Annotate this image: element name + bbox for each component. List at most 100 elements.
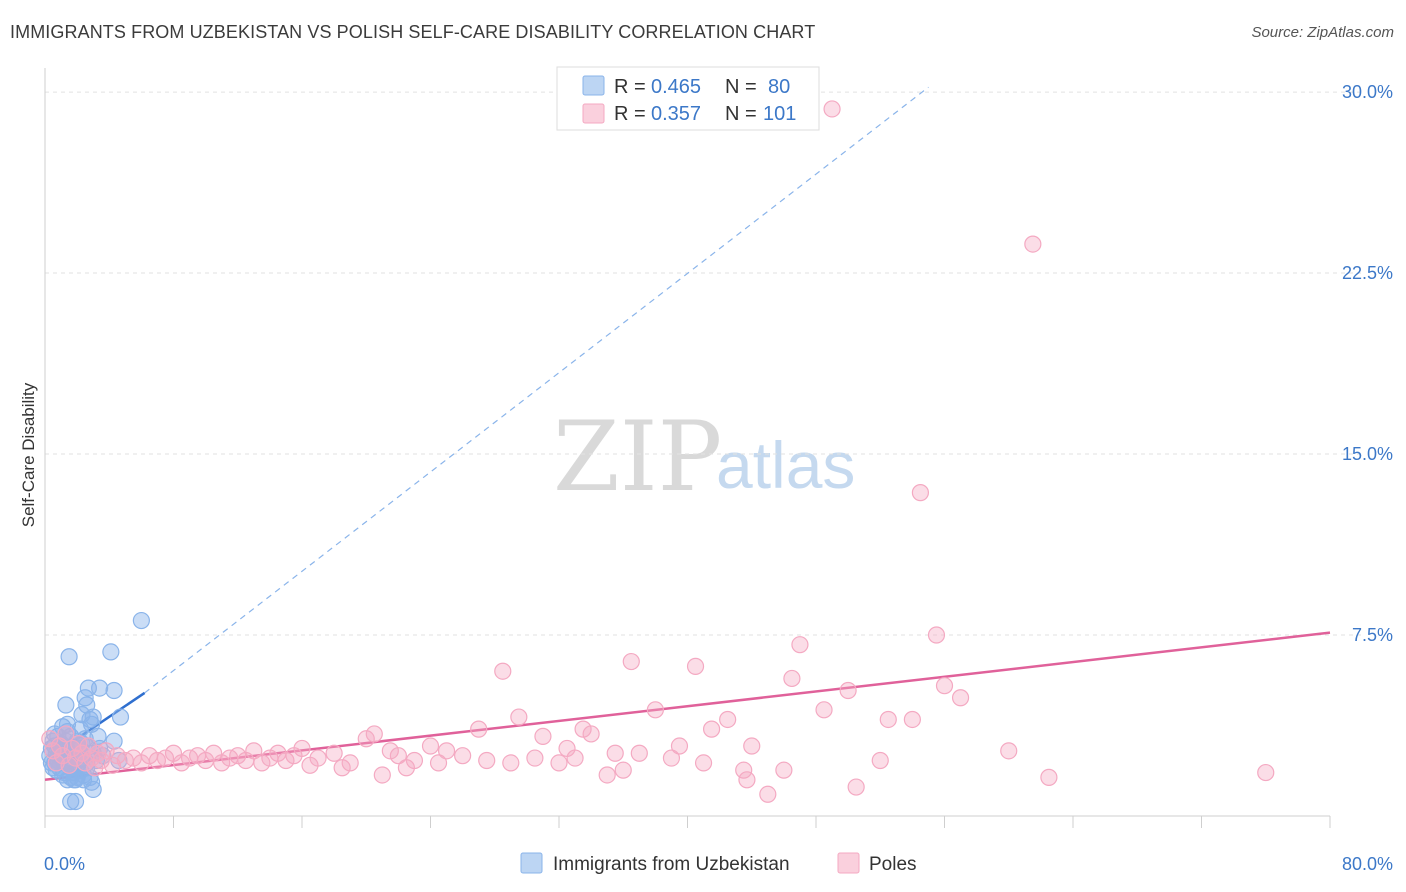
point-uzbekistan (66, 792, 85, 811)
series-legend-label-uzbekistan: Immigrants from Uzbekistan (553, 854, 790, 875)
point-poles (719, 710, 737, 729)
y-axis-label: Self-Care Disability (19, 382, 38, 527)
legend-n-value-1: 80 (768, 76, 790, 98)
point-poles (935, 677, 954, 695)
y-tick-label: 7.5% (1352, 625, 1393, 645)
point-poles (879, 710, 897, 729)
point-poles (823, 100, 841, 118)
point-poles (1024, 235, 1042, 253)
point-poles (574, 720, 592, 738)
chart-title: IMMIGRANTS FROM UZBEKISTAN VS POLISH SEL… (10, 22, 816, 42)
point-poles (911, 484, 930, 502)
point-poles (566, 749, 584, 767)
series-legend-swatch-poles (837, 852, 860, 874)
point-poles (437, 742, 456, 760)
correlation-legend: R = 0.465 N = 80 R = 0.357 N = 101 (556, 66, 820, 131)
point-poles (735, 761, 753, 779)
point-poles (662, 749, 681, 767)
axes (44, 68, 1331, 828)
point-poles (309, 749, 327, 767)
point-poles (365, 725, 383, 743)
point-uzbekistan (102, 643, 120, 661)
watermark-zip: ZIP (553, 401, 722, 513)
point-poles (791, 636, 809, 654)
point-poles (172, 754, 191, 772)
point-poles (622, 652, 640, 671)
watermark-atlas: atlas (716, 428, 855, 502)
point-poles (550, 754, 568, 772)
point-poles (373, 766, 391, 784)
point-uzbekistan (132, 611, 150, 630)
point-poles (694, 754, 713, 772)
point-uzbekistan (57, 696, 75, 714)
point-poles (606, 744, 624, 762)
point-poles (702, 720, 721, 738)
point-poles (1040, 768, 1058, 786)
point-poles (389, 747, 407, 765)
point-poles (927, 626, 946, 644)
point-poles (686, 657, 705, 675)
point-poles (494, 662, 512, 680)
point-poles (156, 749, 175, 767)
point-poles (534, 727, 552, 745)
tick-labels: 7.5% 15.0% 22.5% 30.0% 0.0% 80.0% (44, 82, 1393, 874)
point-poles (903, 710, 921, 729)
point-poles (429, 754, 448, 772)
series-legend: Immigrants from Uzbekistan Poles (520, 852, 917, 875)
legend-r-label-1: R = (614, 76, 646, 98)
trendline-uzbekistan-extension (144, 86, 929, 694)
legend-r-label-2: R = (614, 103, 646, 125)
point-poles (614, 761, 632, 779)
point-poles (405, 751, 424, 770)
point-poles (357, 730, 375, 748)
point-poles (103, 756, 122, 774)
point-poles (783, 669, 801, 688)
legend-swatch-uzbekistan (582, 75, 605, 96)
point-poles (454, 747, 472, 765)
point-poles (213, 754, 231, 772)
point-uzbekistan (60, 648, 78, 666)
point-uzbekistan (65, 771, 83, 789)
legend-r-value-2: 0.357 (651, 103, 701, 125)
point-poles (871, 751, 889, 770)
source-credit: Source: ZipAtlas.com (1251, 24, 1394, 41)
point-uzbekistan (84, 780, 102, 799)
point-poles (738, 771, 756, 789)
point-poles (229, 747, 247, 765)
point-poles (333, 759, 351, 777)
point-uzbekistan (84, 708, 102, 726)
y-tick-label: 30.0% (1342, 82, 1393, 102)
point-poles (670, 737, 689, 755)
point-poles (421, 737, 440, 755)
point-poles (815, 701, 833, 719)
point-poles (470, 720, 488, 738)
legend-n-value-2: 101 (763, 103, 796, 125)
point-poles (951, 689, 970, 707)
point-poles (646, 701, 664, 719)
point-poles (57, 725, 75, 743)
point-uzbekistan (62, 792, 80, 811)
point-poles (775, 761, 793, 779)
point-poles (92, 751, 110, 770)
point-poles (598, 766, 616, 784)
legend-n-label-2: N = (725, 103, 757, 125)
x-tick-label-max: 80.0% (1342, 854, 1393, 874)
point-poles (839, 681, 857, 700)
point-poles (630, 744, 648, 762)
point-poles (325, 744, 343, 762)
gridlines (45, 91, 1365, 636)
point-uzbekistan (91, 679, 109, 697)
point-poles (245, 742, 263, 760)
point-poles (743, 737, 761, 755)
series-legend-swatch-uzbekistan (520, 852, 543, 874)
x-tick-label-min: 0.0% (44, 854, 85, 874)
legend-r-value-1: 0.465 (651, 76, 701, 98)
data-points (41, 100, 1275, 811)
point-poles (478, 751, 496, 770)
point-uzbekistan (105, 681, 123, 700)
point-poles (1000, 742, 1018, 760)
point-poles (253, 754, 271, 772)
point-poles (381, 742, 399, 760)
point-poles (97, 742, 115, 760)
